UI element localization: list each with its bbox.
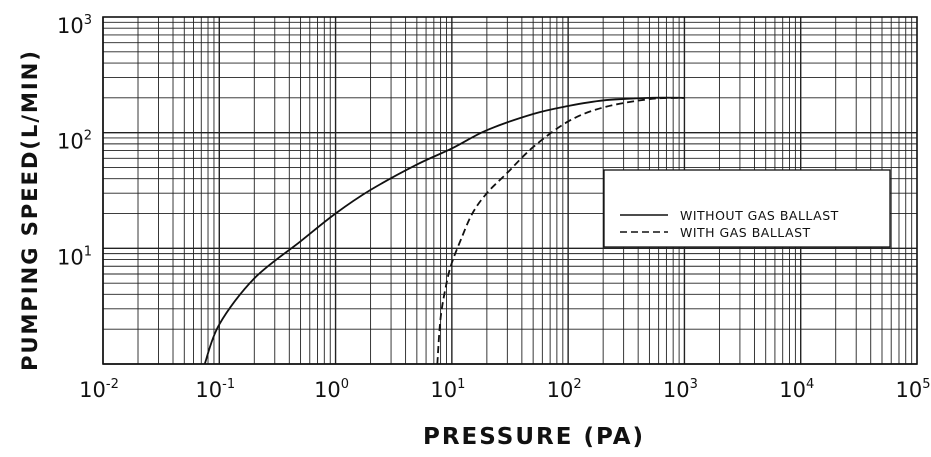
x-axis-title: PRESSURE (PA) (423, 424, 645, 450)
x-tick-label: 101 (430, 377, 465, 402)
y-tick-label: 102 (57, 129, 92, 154)
y-tick-label: 101 (57, 244, 92, 269)
x-tick-label: 103 (663, 377, 698, 402)
series-line-without-gas-ballast (203, 96, 685, 365)
y-tick-label: 103 (57, 13, 92, 38)
legend-label-without-gas-ballast: WITHOUT GAS BALLAST (680, 208, 839, 223)
x-tick-label: 100 (314, 377, 349, 402)
series-line-with-gas-ballast (436, 96, 685, 365)
legend-label-with-gas-ballast: WITH GAS BALLAST (680, 225, 811, 240)
legend-box (603, 169, 891, 248)
x-tick-label: 104 (779, 377, 814, 402)
x-tick-label: 10-1 (195, 377, 235, 402)
y-axis-title: PUMPING SPEED(L/MIN) (18, 49, 42, 371)
x-tick-label: 105 (895, 377, 930, 402)
legend: WITHOUT GAS BALLAST WITH GAS BALLAST (603, 169, 891, 248)
x-tick-label: 102 (547, 377, 582, 402)
grid-lines (102, 17, 917, 365)
series-layer (203, 96, 685, 365)
x-tick-labels: 10-2 10-1 100 101 102 103 104 105 (79, 377, 930, 402)
x-tick-label: 10-2 (79, 377, 119, 402)
y-tick-labels: 101 102 103 (57, 13, 92, 269)
plot-frame (102, 16, 918, 365)
